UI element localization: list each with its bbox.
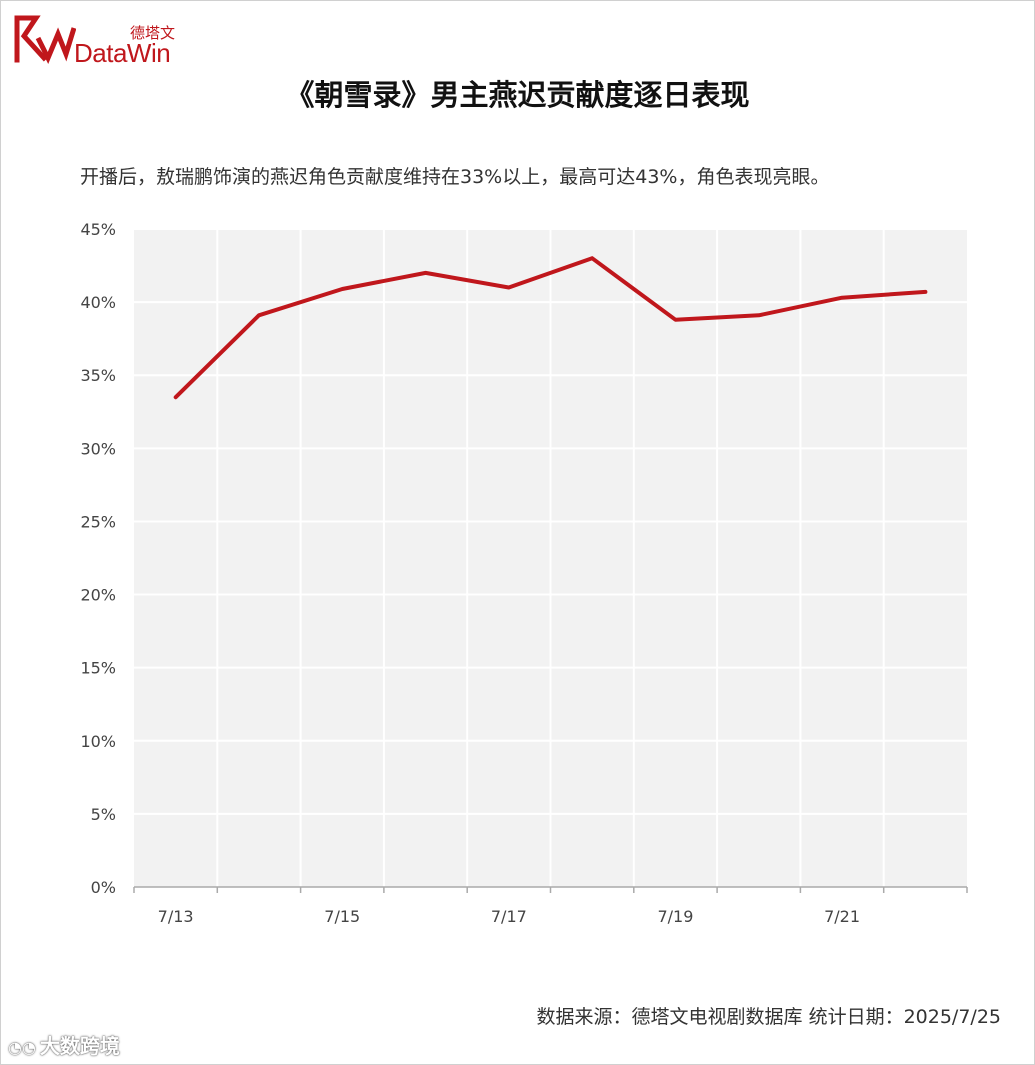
y-tick-label: 5% (91, 805, 116, 824)
logo-chinese-text: 德塔文 (130, 24, 176, 42)
y-tick-label: 20% (80, 586, 116, 605)
y-tick-label: 30% (80, 439, 116, 458)
watermark: ◔◔ 大数跨境 (8, 1030, 120, 1059)
data-source-note: 数据来源：德塔文电视剧数据库 统计日期：2025/7/25 (536, 1006, 1001, 1028)
x-tick-label: 7/13 (158, 907, 194, 926)
watermark-text: 大数跨境 (39, 1034, 120, 1058)
datawin-logo-mark-icon (14, 15, 76, 64)
x-tick-label: 7/19 (657, 907, 693, 926)
y-tick-label: 10% (80, 732, 116, 751)
wechat-icon: ◔◔ (8, 1038, 36, 1057)
y-tick-label: 45% (80, 220, 116, 239)
y-tick-label: 15% (80, 659, 116, 678)
chart-title: 《朝雪录》男主燕迟贡献度逐日表现 (285, 78, 750, 112)
y-tick-label: 25% (80, 512, 116, 531)
y-tick-label: 35% (80, 366, 116, 385)
line-chart: 0% 5% 10% 15% 20% 25% 30% 35% 40% 45% 7/13 7/15 7/17… (80, 220, 968, 926)
y-tick-label: 40% (80, 293, 116, 312)
x-tick-label: 7/15 (324, 907, 360, 926)
series-line (173, 256, 928, 400)
chart-subtitle: 开播后，敖瑞鹏饰演的燕迟角色贡献度维持在33%以上，最高可达43%，角色表现亮眼… (80, 166, 830, 188)
logo-english-text: DataWin (74, 38, 171, 68)
datawin-logo: 德塔文 DataWin (14, 12, 194, 68)
y-tick-label: 0% (91, 878, 116, 897)
x-tick-label: 7/17 (491, 907, 527, 926)
x-tick-label: 7/21 (824, 907, 860, 926)
